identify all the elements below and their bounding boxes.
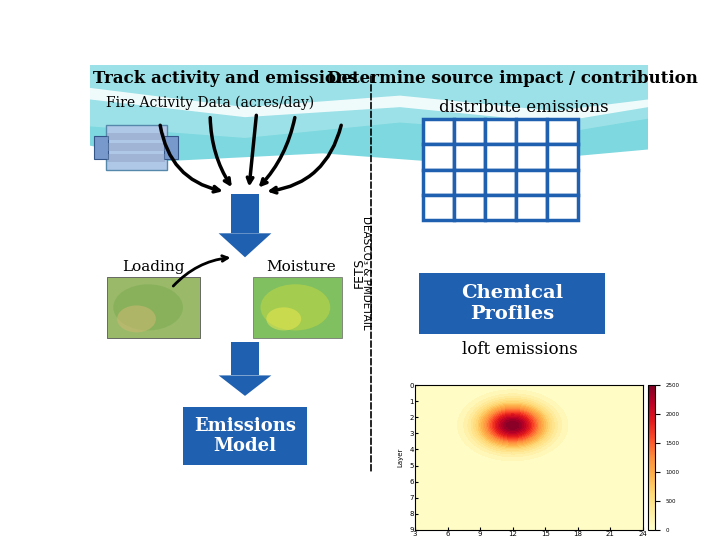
FancyBboxPatch shape bbox=[516, 144, 547, 170]
Ellipse shape bbox=[261, 284, 330, 330]
Polygon shape bbox=[90, 65, 648, 138]
Polygon shape bbox=[219, 233, 271, 257]
FancyBboxPatch shape bbox=[485, 170, 516, 195]
FancyBboxPatch shape bbox=[547, 119, 578, 144]
Text: DEASCO₃ & PMDETAIL: DEASCO₃ & PMDETAIL bbox=[361, 216, 371, 329]
FancyBboxPatch shape bbox=[107, 132, 165, 140]
Polygon shape bbox=[90, 88, 648, 123]
Text: Loading: Loading bbox=[122, 260, 185, 274]
FancyBboxPatch shape bbox=[106, 125, 167, 170]
FancyBboxPatch shape bbox=[516, 119, 547, 144]
Text: Determine source impact / contribution: Determine source impact / contribution bbox=[327, 70, 698, 87]
FancyBboxPatch shape bbox=[230, 342, 259, 375]
FancyBboxPatch shape bbox=[107, 276, 200, 338]
Text: 25: 25 bbox=[619, 464, 636, 478]
FancyBboxPatch shape bbox=[253, 276, 342, 338]
FancyBboxPatch shape bbox=[454, 144, 485, 170]
FancyBboxPatch shape bbox=[516, 170, 547, 195]
Y-axis label: Layer: Layer bbox=[397, 448, 403, 467]
FancyBboxPatch shape bbox=[423, 144, 454, 170]
FancyBboxPatch shape bbox=[107, 143, 165, 151]
FancyBboxPatch shape bbox=[107, 154, 165, 162]
FancyBboxPatch shape bbox=[454, 119, 485, 144]
Text: Chemical
Profiles: Chemical Profiles bbox=[462, 284, 564, 323]
Text: FETS: FETS bbox=[354, 258, 366, 288]
FancyBboxPatch shape bbox=[164, 136, 179, 159]
FancyBboxPatch shape bbox=[183, 408, 307, 465]
Polygon shape bbox=[219, 375, 271, 396]
FancyBboxPatch shape bbox=[454, 170, 485, 195]
Text: Fire Activity Data (acres/day): Fire Activity Data (acres/day) bbox=[106, 96, 314, 111]
FancyBboxPatch shape bbox=[485, 195, 516, 220]
FancyBboxPatch shape bbox=[485, 144, 516, 170]
FancyBboxPatch shape bbox=[423, 119, 454, 144]
FancyBboxPatch shape bbox=[94, 136, 108, 159]
Text: loft emissions: loft emissions bbox=[462, 341, 578, 358]
Ellipse shape bbox=[117, 306, 156, 333]
Text: Emissions
Model: Emissions Model bbox=[194, 416, 296, 455]
FancyBboxPatch shape bbox=[419, 273, 606, 334]
FancyBboxPatch shape bbox=[230, 194, 259, 233]
Polygon shape bbox=[90, 65, 648, 165]
Text: distribute emissions: distribute emissions bbox=[439, 99, 609, 116]
FancyBboxPatch shape bbox=[516, 195, 547, 220]
Text: Track activity and emissions: Track activity and emissions bbox=[94, 70, 358, 87]
FancyBboxPatch shape bbox=[547, 195, 578, 220]
Text: Moisture: Moisture bbox=[266, 260, 336, 274]
FancyBboxPatch shape bbox=[547, 144, 578, 170]
Ellipse shape bbox=[113, 284, 183, 330]
FancyBboxPatch shape bbox=[423, 195, 454, 220]
FancyBboxPatch shape bbox=[485, 119, 516, 144]
FancyBboxPatch shape bbox=[547, 170, 578, 195]
FancyBboxPatch shape bbox=[423, 170, 454, 195]
Ellipse shape bbox=[266, 307, 301, 330]
FancyBboxPatch shape bbox=[454, 195, 485, 220]
